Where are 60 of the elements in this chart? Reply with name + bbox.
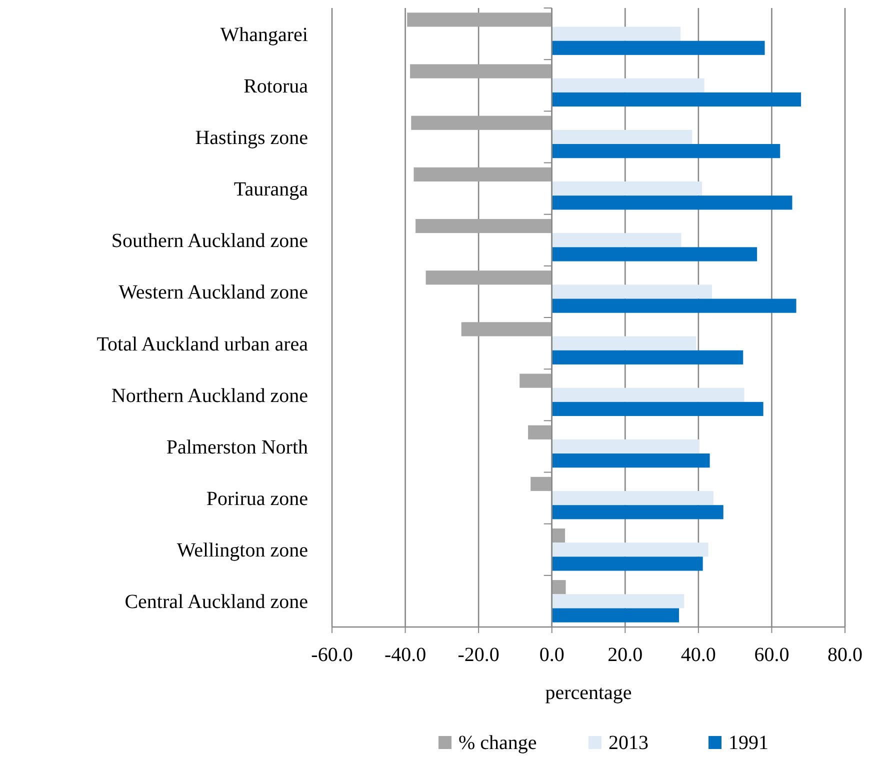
y-tick-label: Palmerston North xyxy=(166,436,308,458)
y-tick-label: Tauranga xyxy=(234,178,308,201)
bar xyxy=(552,196,792,210)
y-tick-label: Central Auckland zone xyxy=(124,591,308,614)
y-tick-label: Rotorua xyxy=(244,75,308,98)
bar xyxy=(552,92,802,107)
y-tick-label: Total Auckland urban area xyxy=(96,333,308,356)
bar xyxy=(552,556,703,571)
x-tick-label: -60.0 xyxy=(311,644,353,666)
bar xyxy=(552,490,714,506)
legend-label: 1991 xyxy=(728,732,768,754)
bar xyxy=(530,476,552,491)
bar xyxy=(552,298,796,313)
y-tick-label: Hastings zone xyxy=(195,126,308,149)
x-tick-label: -40.0 xyxy=(384,644,426,666)
bar xyxy=(416,218,552,234)
y-tick-label: Western Auckland zone xyxy=(118,282,308,304)
bar xyxy=(411,116,552,130)
bar xyxy=(552,542,708,557)
x-tick-label: -20.0 xyxy=(458,644,500,666)
bar xyxy=(552,454,710,468)
bar xyxy=(552,350,744,364)
x-tick-label: 80.0 xyxy=(828,644,862,666)
bar xyxy=(552,528,566,543)
y-tick-label: Whangarei xyxy=(220,24,308,46)
bar xyxy=(414,167,552,182)
x-axis-title: percentage xyxy=(545,682,632,704)
bar xyxy=(552,336,696,350)
bar xyxy=(552,144,780,158)
bar xyxy=(520,374,552,388)
x-tick-label: 20.0 xyxy=(608,644,643,666)
bar xyxy=(552,402,764,416)
legend-label: % change xyxy=(458,732,537,754)
bar xyxy=(552,388,744,402)
bar xyxy=(552,608,680,622)
bar xyxy=(552,594,684,608)
x-tick-label: 40.0 xyxy=(680,644,716,666)
legend-label: 2013 xyxy=(608,732,648,754)
bar xyxy=(552,233,682,248)
bar xyxy=(407,12,552,27)
bar xyxy=(552,247,758,262)
y-tick-label: Porirua zone xyxy=(206,488,308,510)
y-tick-label: Wellington zone xyxy=(176,540,308,562)
bar xyxy=(552,78,704,92)
bar xyxy=(552,40,765,55)
x-tick-label: 0.0 xyxy=(539,644,564,666)
bar xyxy=(552,580,566,594)
bar xyxy=(410,64,552,78)
bar xyxy=(426,270,552,285)
y-tick-label: Southern Auckland zone xyxy=(111,230,308,252)
bar xyxy=(552,439,700,454)
bar xyxy=(461,322,552,336)
y-tick-label: Northern Auckland zone xyxy=(111,384,308,407)
bar xyxy=(528,425,552,440)
bar xyxy=(552,130,692,144)
bar xyxy=(552,505,724,520)
bar xyxy=(552,181,702,196)
bar xyxy=(552,26,680,41)
bar xyxy=(552,284,712,299)
x-tick-label: 60.0 xyxy=(754,644,790,666)
